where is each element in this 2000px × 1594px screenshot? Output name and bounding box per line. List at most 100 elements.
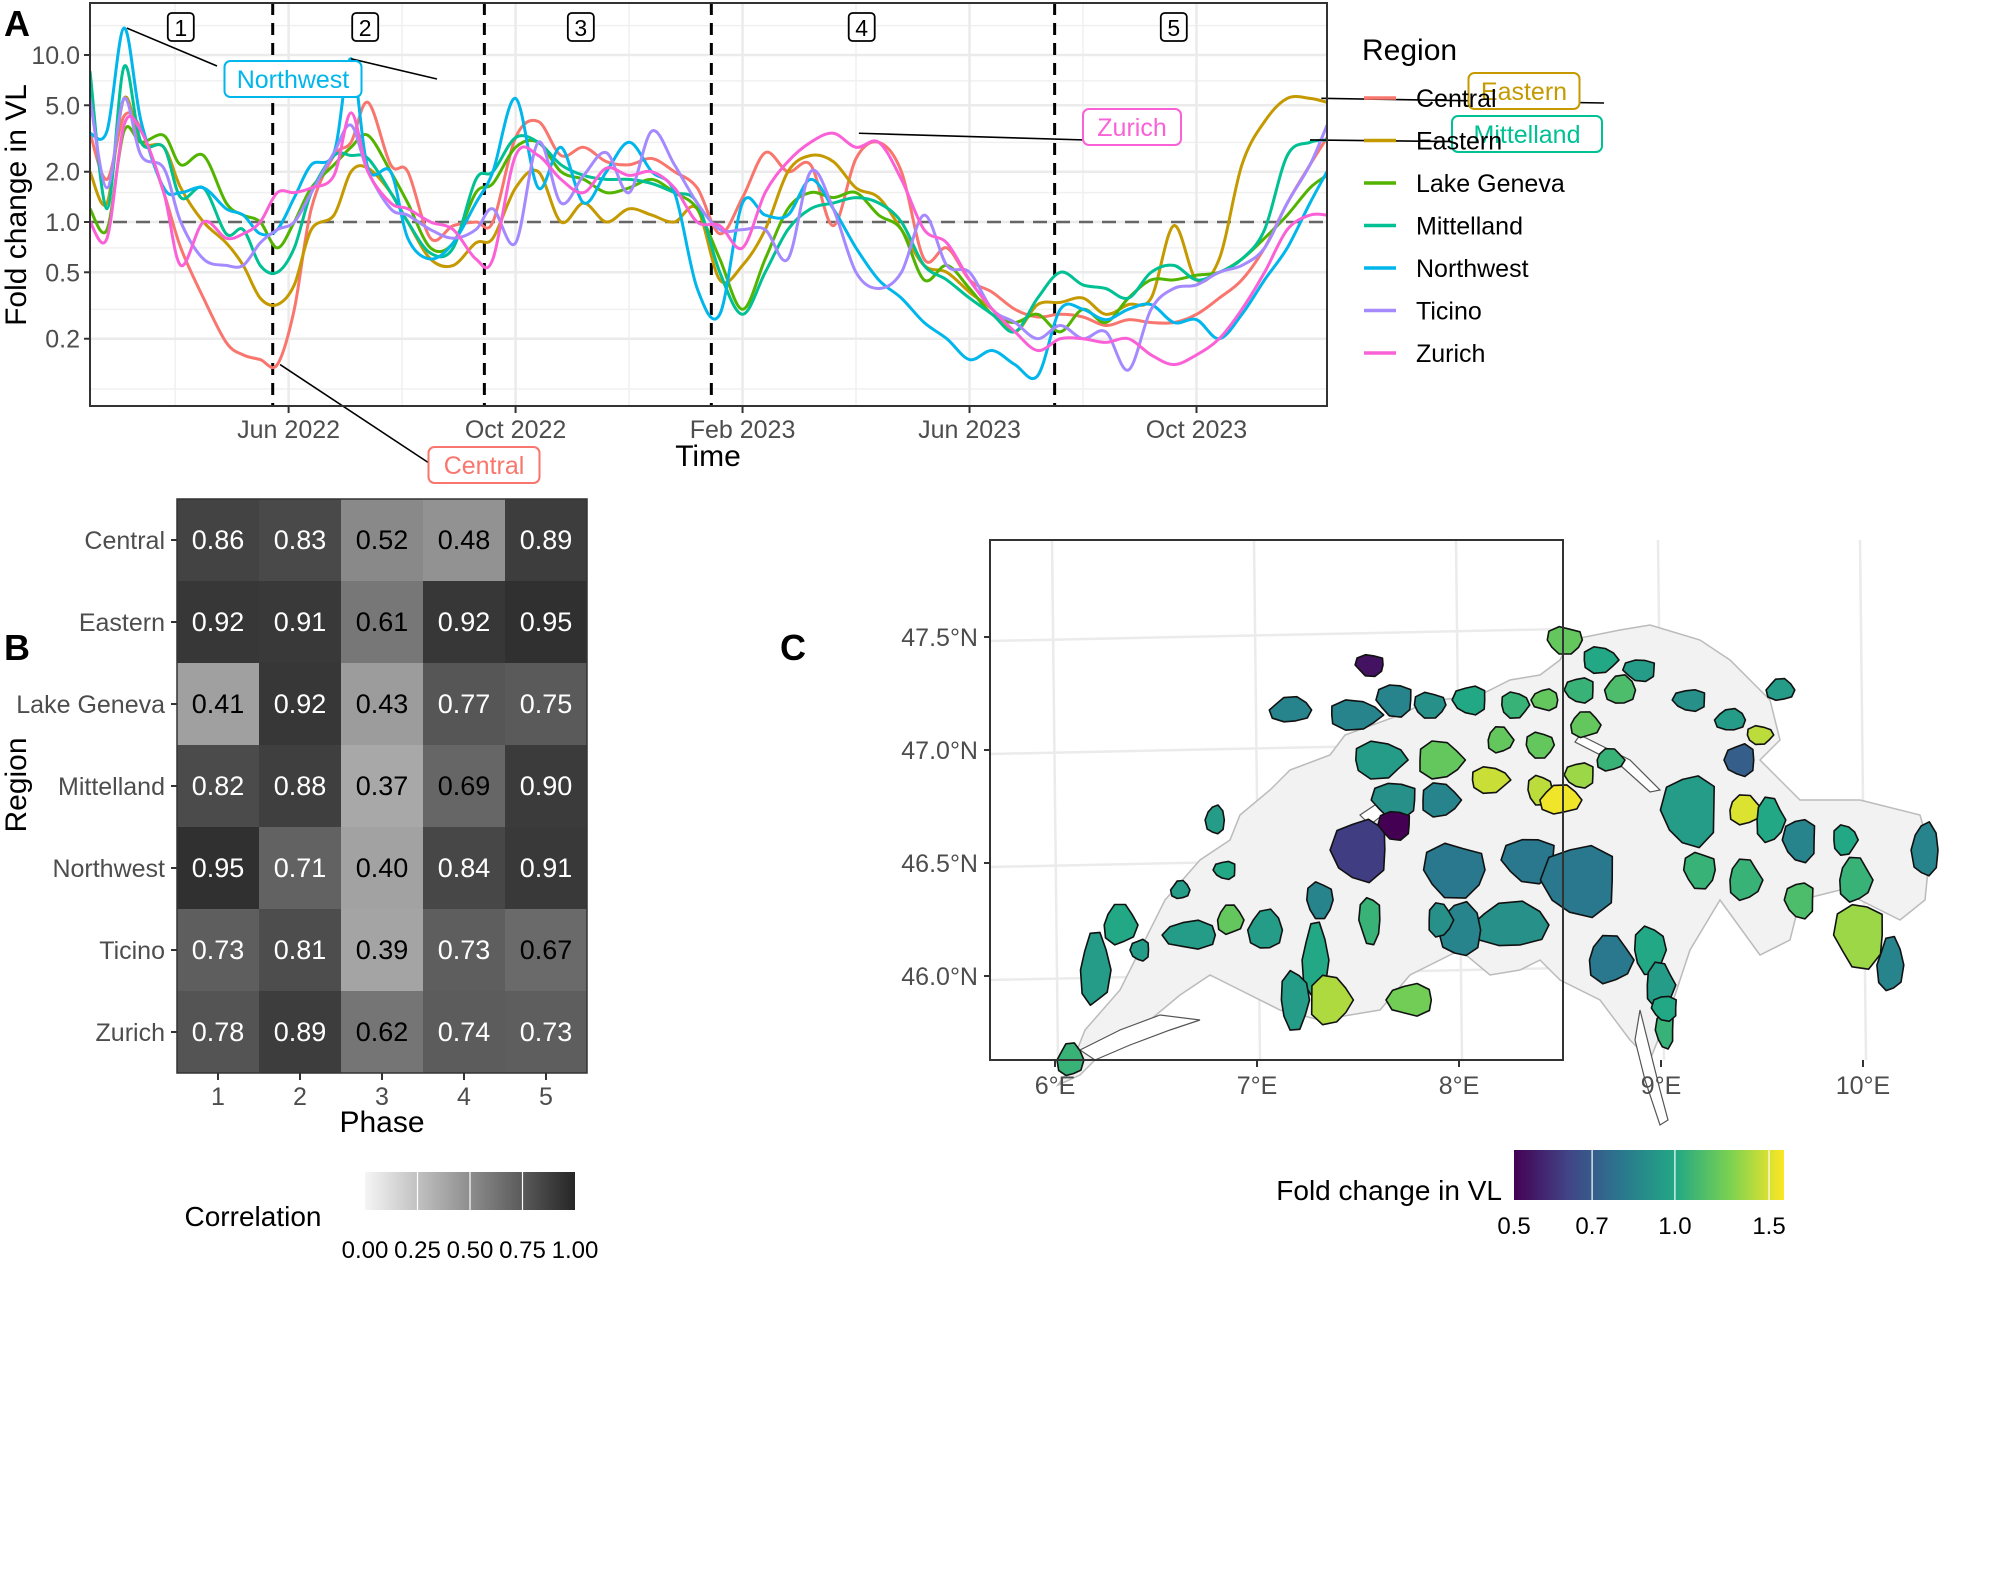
catchment-region [1329, 818, 1386, 884]
catchment-region [1729, 858, 1764, 902]
catchment-region [1729, 794, 1764, 826]
y-tick-label: Mittelland [58, 773, 165, 801]
heatmap-cell [177, 909, 259, 991]
heatmap-cell [423, 991, 505, 1073]
legend-label: Mittelland [1416, 213, 1523, 241]
catchment-region [1832, 903, 1883, 970]
heatmap-cell [341, 827, 423, 909]
heatmap-cell-value: 0.95 [192, 853, 245, 883]
catchment-region [1539, 844, 1614, 919]
heatmap-cell-value: 0.95 [520, 607, 573, 637]
legend-label: Central [1416, 85, 1497, 113]
heatmap-cell [341, 581, 423, 663]
catchment-region [1723, 743, 1755, 778]
panel-label-a: A [4, 3, 30, 44]
catchment-region [1487, 726, 1515, 754]
catchment-region [1756, 796, 1787, 844]
x-tick-label: 4 [457, 1083, 471, 1111]
annotation-leader [858, 132, 1121, 142]
heatmap-cell [259, 991, 341, 1073]
heatmap-cell [341, 991, 423, 1073]
x-axis-title-b: Phase [339, 1106, 424, 1139]
catchment-region [1570, 711, 1602, 739]
phase-box [1159, 12, 1188, 42]
annotation-label-eastern: Eastern [1481, 78, 1567, 106]
catchment-region [1781, 818, 1816, 864]
heatmap-cell [177, 745, 259, 827]
heatmap-cell-value: 0.92 [192, 607, 245, 637]
phase-label: 1 [174, 15, 187, 41]
y-tick-label: 0.5 [45, 259, 80, 287]
heatmap-cell-value: 0.48 [438, 525, 491, 555]
heatmap-cell [505, 909, 587, 991]
y-tick-label: Ticino [99, 937, 165, 965]
heatmap-cell [259, 745, 341, 827]
heatmap-cell-value: 0.91 [274, 607, 327, 637]
phase-box [166, 12, 195, 42]
series-group [90, 26, 1327, 381]
heatmap-cell [177, 991, 259, 1073]
colorbar-tick-label: 1.5 [1752, 1213, 1785, 1240]
heatmap-cell-value: 0.89 [274, 1017, 327, 1047]
lon-tick-label: 9°E [1641, 1072, 1682, 1100]
catchment-region [1422, 782, 1463, 818]
y-tick-label: Central [84, 527, 165, 555]
heatmap-axes: Central Eastern Lake Geneva Mittelland North… [16, 527, 553, 1111]
catchment-region [1355, 740, 1409, 780]
heatmap-cell-value: 0.73 [520, 1017, 573, 1047]
heatmap-cell [505, 991, 587, 1073]
phase-box [847, 12, 876, 42]
catchment-region [1839, 856, 1874, 903]
colorbar-tick-label: 0.50 [447, 1237, 494, 1264]
catchment-region [1422, 842, 1486, 899]
phase-box [351, 12, 380, 42]
phase-label: 2 [359, 15, 372, 41]
annotation-leader [350, 57, 438, 80]
x-tick-label: 1 [211, 1083, 225, 1111]
y-tick-label: 5.0 [45, 92, 80, 120]
lake-geneva [1078, 1014, 1201, 1061]
heatmap-cell-value: 0.73 [438, 935, 491, 965]
heatmap-cell [423, 581, 505, 663]
catchment-region [1659, 775, 1715, 849]
heatmap-cell-value: 0.41 [192, 689, 245, 719]
series-line-mittelland [90, 64, 1327, 334]
heatmap-cell-value: 0.37 [356, 771, 409, 801]
series-line-ticino [90, 96, 1327, 372]
phase-labels: 1 2 3 4 5 [166, 12, 1188, 42]
x-tick-label: 2 [293, 1083, 307, 1111]
heatmap-cell-value: 0.52 [356, 525, 409, 555]
catchment-region [1129, 938, 1150, 962]
graticule-lon [1050, 539, 1060, 1061]
colorbar-tick-label: 0.00 [342, 1237, 389, 1264]
phase-label: 5 [1167, 15, 1180, 41]
heatmap-cell [505, 499, 587, 581]
x-axis-a: Jun 2022 Oct 2022 Feb 2023 Jun 2023 Oct 2023 [237, 406, 1247, 444]
catchment-region [1876, 935, 1905, 992]
heatmap-cell-value: 0.78 [192, 1017, 245, 1047]
heatmap-cell [177, 663, 259, 745]
catchment-region [1546, 625, 1584, 655]
catchment-region [1622, 659, 1656, 683]
catchment-region [1783, 882, 1814, 920]
heatmap-cell [423, 745, 505, 827]
series-line-zurich [90, 111, 1327, 367]
heatmap-cell-value: 0.77 [438, 689, 491, 719]
map-border [989, 539, 1564, 1061]
panel-label-b: B [4, 627, 30, 668]
annotation-box-central [427, 446, 541, 484]
heatmap-cell [423, 663, 505, 745]
heatmap-cell [259, 663, 341, 745]
legend-label: Lake Geneva [1416, 170, 1565, 198]
catchment-region [1280, 969, 1311, 1031]
heatmap-cell-value: 0.84 [438, 853, 491, 883]
y-tick-label: Eastern [79, 609, 165, 637]
heatmap-cell-value: 0.69 [438, 771, 491, 801]
heatmap-cell [505, 745, 587, 827]
annotation-leader [126, 27, 218, 67]
heatmap-cell [423, 909, 505, 991]
colorbar-title: Correlation [185, 1201, 322, 1232]
lat-tick-label: 47.0°N [901, 737, 978, 765]
